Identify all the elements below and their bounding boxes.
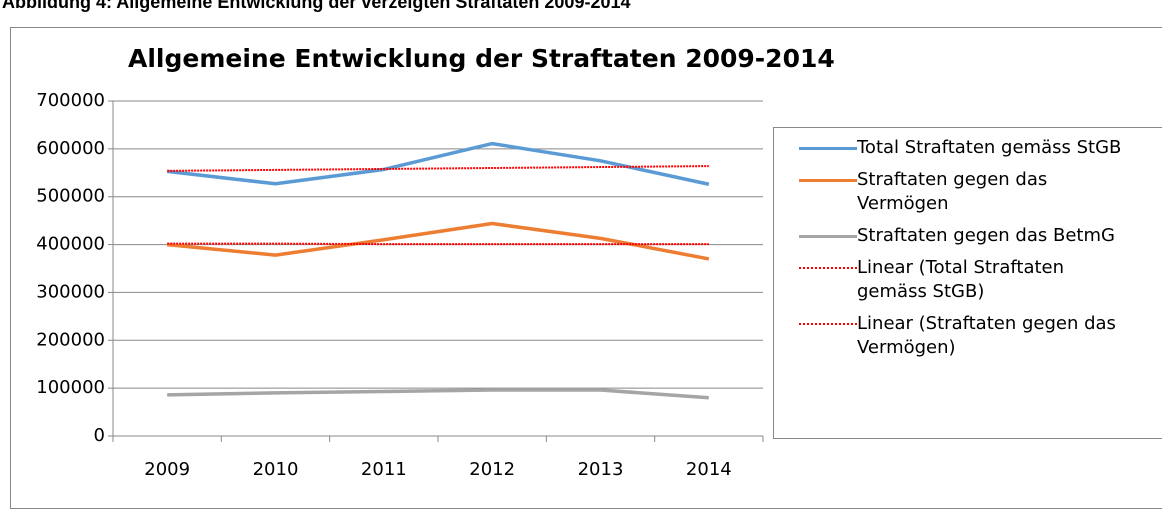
- y-tick-label: 200000: [36, 329, 105, 350]
- legend-label: Straftaten gegen das Vermögen: [857, 168, 1129, 216]
- series-line: [167, 144, 709, 185]
- x-tick-label: 2012: [469, 459, 515, 480]
- y-tick-label: 600000: [36, 138, 105, 159]
- y-tick-label: 100000: [36, 377, 105, 398]
- legend-label: Linear (Total Straftaten gemäss StGB): [857, 256, 1129, 304]
- x-tick-label: 2013: [578, 459, 624, 480]
- y-tick-label: 700000: [36, 90, 105, 111]
- legend-label: Total Straftaten gemäss StGB: [857, 136, 1121, 160]
- series-line: [167, 390, 709, 398]
- legend: Total Straftaten gemäss StGB Straftaten g…: [773, 127, 1162, 439]
- legend-item: Linear (Total Straftaten gemäss StGB): [799, 256, 1129, 304]
- y-tick-label: 400000: [36, 234, 105, 255]
- x-tick-label: 2011: [361, 459, 407, 480]
- series-line: [167, 224, 709, 259]
- legend-label: Linear (Straftaten gegen das Vermögen): [857, 312, 1129, 360]
- legend-label: Straftaten gegen das BetmG: [857, 224, 1115, 248]
- legend-swatch: [799, 323, 857, 325]
- y-tick-label: 500000: [36, 186, 105, 207]
- x-tick-label: 2010: [253, 459, 299, 480]
- x-tick-label: 2009: [144, 459, 190, 480]
- legend-swatch: [799, 235, 857, 238]
- legend-item: Total Straftaten gemäss StGB: [799, 136, 1129, 160]
- y-tick-label: 0: [94, 425, 105, 446]
- series-line: [167, 166, 709, 171]
- legend-item: Linear (Straftaten gegen das Vermögen): [799, 312, 1129, 360]
- y-tick-label: 300000: [36, 281, 105, 302]
- legend-swatch: [799, 147, 857, 150]
- legend-item: Straftaten gegen das BetmG: [799, 224, 1129, 248]
- legend-swatch: [799, 267, 857, 269]
- legend-swatch: [799, 179, 857, 182]
- legend-item: Straftaten gegen das Vermögen: [799, 168, 1129, 216]
- x-tick-label: 2014: [686, 459, 732, 480]
- chart-title: Allgemeine Entwicklung der Straftaten 20…: [128, 44, 835, 73]
